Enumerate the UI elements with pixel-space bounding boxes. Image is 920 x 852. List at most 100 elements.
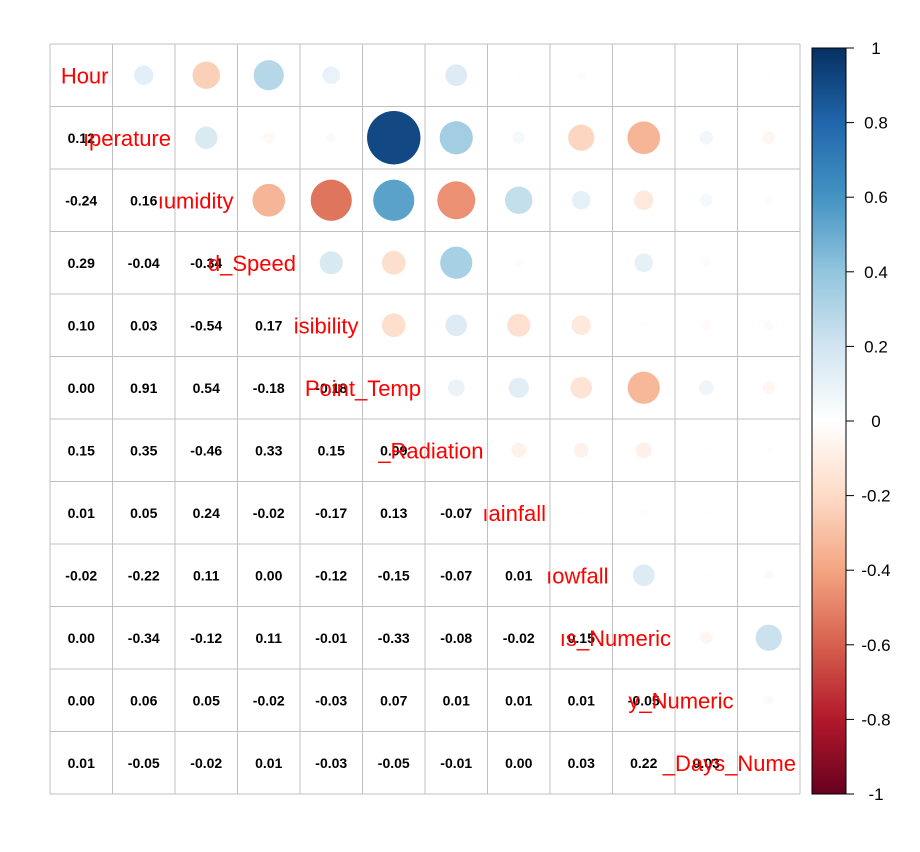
corr-circle-0-3 <box>253 60 284 91</box>
corr-value-5-0: 0.00 <box>68 380 95 396</box>
diag-label-4: isibility <box>294 313 359 338</box>
corr-circle-4-10 <box>701 320 712 331</box>
corr-value-5-1: 0.91 <box>130 380 157 396</box>
grid-lines <box>49 43 801 795</box>
corr-circle-4-9 <box>640 322 647 329</box>
corr-circle-6-11 <box>765 447 772 454</box>
colorbar-tick-label: 0.6 <box>864 188 888 207</box>
corr-value-8-7: 0.01 <box>505 567 532 583</box>
corr-circle-4-5 <box>381 313 406 338</box>
corr-value-3-0: 0.29 <box>68 255 95 271</box>
corr-value-4-0: 0.10 <box>68 317 95 333</box>
corr-value-10-9: -0.05 <box>628 692 660 708</box>
corr-value-8-6: -0.07 <box>440 567 472 583</box>
corr-value-10-3: -0.02 <box>253 692 285 708</box>
corr-value-7-6: -0.07 <box>440 505 472 521</box>
corr-circle-5-6 <box>447 379 465 397</box>
corr-circle-4-11 <box>763 320 774 331</box>
corr-value-10-7: 0.01 <box>505 692 532 708</box>
colorbar-tick-label: 0.4 <box>864 263 888 282</box>
corr-circle-5-11 <box>762 381 776 395</box>
diag-label-6: _Radiation <box>377 438 483 463</box>
diag-label-8: ıowfall <box>546 563 608 588</box>
colorbar-tick-label: -0.4 <box>861 561 890 580</box>
corr-value-7-0: 0.01 <box>68 505 95 521</box>
corr-circle-5-10 <box>698 380 714 396</box>
corr-circle-8-11 <box>763 570 774 581</box>
corr-value-10-4: -0.03 <box>315 692 347 708</box>
diag-label-5: Point_Temp <box>305 376 421 401</box>
corr-value-6-2: -0.46 <box>190 442 222 458</box>
corr-value-3-1: -0.04 <box>128 255 160 271</box>
corr-value-10-6: 0.01 <box>443 692 470 708</box>
corr-circle-1-5 <box>367 111 421 165</box>
corr-value-10-0: 0.00 <box>68 692 95 708</box>
corr-value-5-2: 0.54 <box>193 380 220 396</box>
corr-value-4-1: 0.03 <box>130 317 157 333</box>
corr-value-2-1: 0.16 <box>130 192 157 208</box>
corr-value-9-1: -0.34 <box>128 630 160 646</box>
colorbar: 1 0.8 0.6 0.4 0.2 0 -0.2 -0.4 -0.6 -0.8 -1 <box>811 39 891 804</box>
correlation-values: 0.12 -0.24 0.16 0.29 -0.04 -0.34 0.10 0.03 -0.54… <box>65 130 720 771</box>
corr-circle-0-6 <box>445 64 468 87</box>
corr-circle-7-8 <box>578 509 585 516</box>
corr-value-10-8: 0.01 <box>568 692 595 708</box>
corr-value-7-1: 0.05 <box>130 505 157 521</box>
colorbar-tick-label: -0.6 <box>861 636 890 655</box>
corr-value-9-2: -0.12 <box>190 630 222 646</box>
colorbar-tick-label: 0.2 <box>864 337 888 356</box>
corr-circle-1-7 <box>512 131 526 145</box>
corr-value-11-2: -0.02 <box>190 755 222 771</box>
colorbar-tick-label: -1 <box>868 785 883 804</box>
corr-value-8-0: -0.02 <box>65 567 97 583</box>
corr-value-10-2: 0.05 <box>193 692 220 708</box>
corr-circle-3-7 <box>514 258 523 267</box>
corr-value-2-0: -0.24 <box>65 192 97 208</box>
correlation-circles <box>134 60 782 706</box>
corr-value-9-6: -0.08 <box>440 630 472 646</box>
corr-value-7-2: 0.24 <box>193 505 220 521</box>
corr-circle-2-4 <box>310 179 352 221</box>
corr-value-4-2: -0.54 <box>190 317 222 333</box>
corr-value-8-3: 0.00 <box>255 567 282 583</box>
corr-circle-4-8 <box>571 315 591 335</box>
corr-value-5-3: -0.18 <box>253 380 285 396</box>
corr-value-6-4: 0.15 <box>318 442 345 458</box>
colorbar-tick-label: -0.2 <box>861 487 890 506</box>
corr-circle-5-7 <box>508 377 529 398</box>
corr-circle-2-9 <box>634 190 654 210</box>
corr-circle-2-10 <box>699 193 713 207</box>
corr-circle-1-3 <box>263 132 275 144</box>
corr-value-11-8: 0.03 <box>568 755 595 771</box>
corr-circle-6-9 <box>635 442 652 459</box>
corr-circle-2-11 <box>764 196 773 205</box>
corr-value-6-0: 0.15 <box>68 442 95 458</box>
colorbar-tick-label: 1 <box>871 39 880 58</box>
corr-value-10-5: 0.07 <box>380 692 407 708</box>
corr-value-9-8: 0.15 <box>568 630 595 646</box>
corr-value-3-2: -0.34 <box>190 255 222 271</box>
corr-value-8-2: 0.11 <box>193 567 220 583</box>
corr-value-7-5: 0.13 <box>380 505 407 521</box>
corr-circle-7-10 <box>703 509 710 516</box>
corr-circle-1-8 <box>568 124 595 151</box>
corr-value-7-4: -0.17 <box>315 505 347 521</box>
corr-circle-0-2 <box>192 61 220 89</box>
corr-value-10-1: 0.06 <box>130 692 157 708</box>
corr-circle-6-10 <box>703 447 710 454</box>
corr-circle-1-6 <box>439 121 473 155</box>
corr-value-11-9: 0.22 <box>630 755 657 771</box>
corr-value-11-4: -0.03 <box>315 755 347 771</box>
corr-value-8-1: -0.22 <box>128 567 160 583</box>
colorbar-gradient <box>811 47 847 795</box>
corr-value-8-5: -0.15 <box>378 567 410 583</box>
diag-label-10: y_Numeric <box>628 688 733 713</box>
corr-circle-1-2 <box>195 126 218 149</box>
corr-circle-3-10 <box>702 258 711 267</box>
corr-circle-5-9 <box>627 371 660 404</box>
corr-circle-8-10 <box>703 572 710 579</box>
corr-value-11-1: -0.05 <box>128 755 160 771</box>
colorbar-tick-label: -0.8 <box>861 710 890 729</box>
corr-value-5-4: -0.18 <box>315 380 347 396</box>
diag-label-7: ıainfall <box>482 501 546 526</box>
